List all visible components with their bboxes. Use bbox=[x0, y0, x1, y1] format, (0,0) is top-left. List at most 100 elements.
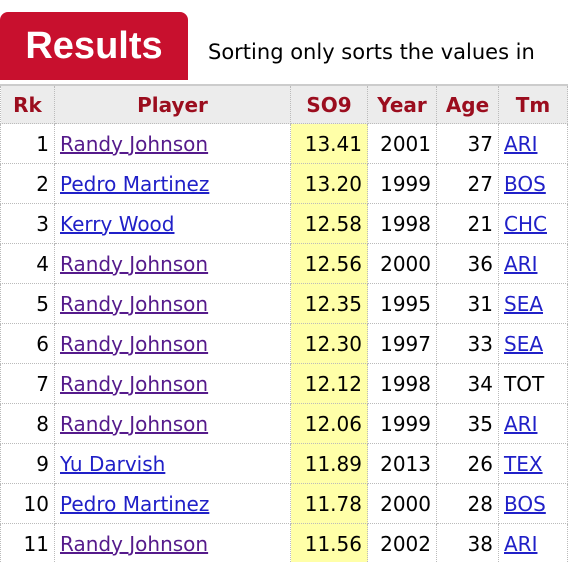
cell: 1995 bbox=[367, 283, 437, 324]
cell-text: 35 bbox=[467, 411, 493, 436]
cell: 11.78 bbox=[290, 483, 368, 524]
cell-text: 8 bbox=[36, 411, 49, 436]
column-header[interactable]: SO9 bbox=[290, 84, 368, 124]
cell-text: 1995 bbox=[380, 291, 431, 316]
cell: CHC bbox=[498, 203, 568, 244]
cell: 37 bbox=[436, 123, 499, 164]
cell: 1998 bbox=[367, 363, 437, 404]
cell: TOT bbox=[498, 363, 568, 404]
cell-text: 2002 bbox=[380, 531, 431, 556]
cell-text: 12.35 bbox=[304, 291, 362, 316]
player-link[interactable]: Pedro Martinez bbox=[60, 171, 210, 196]
cell: Randy Johnson bbox=[54, 323, 291, 364]
team-link[interactable]: BOS bbox=[504, 491, 546, 516]
cell: BOS bbox=[498, 163, 568, 204]
team-link[interactable]: TEX bbox=[504, 451, 543, 476]
cell: 5 bbox=[0, 283, 55, 324]
team-link[interactable]: SEA bbox=[504, 291, 544, 316]
cell: 31 bbox=[436, 283, 499, 324]
player-link[interactable]: Randy Johnson bbox=[60, 371, 209, 396]
column-header[interactable]: Player bbox=[54, 84, 291, 124]
column-header[interactable]: Tm bbox=[498, 84, 568, 124]
cell-text: 10 bbox=[23, 491, 49, 516]
cell: 12.06 bbox=[290, 403, 368, 444]
player-link[interactable]: Randy Johnson bbox=[60, 411, 209, 436]
cell: 2 bbox=[0, 163, 55, 204]
cell-text: 2000 bbox=[380, 251, 431, 276]
table-row: 2 Pedro Martinez 13.20 1999 27 BOS bbox=[0, 163, 568, 204]
cell-text: 11.56 bbox=[304, 531, 362, 556]
team-link[interactable]: SEA bbox=[504, 331, 544, 356]
cell: 2002 bbox=[367, 523, 437, 562]
cell: Randy Johnson bbox=[54, 523, 291, 562]
table-row: 5 Randy Johnson 12.35 1995 31 SEA bbox=[0, 283, 568, 324]
cell: 6 bbox=[0, 323, 55, 364]
cell: 28 bbox=[436, 483, 499, 524]
table-row: 6 Randy Johnson 12.30 1997 33 SEA bbox=[0, 323, 568, 364]
cell: 12.12 bbox=[290, 363, 368, 404]
cell-text: TOT bbox=[504, 371, 545, 396]
cell: TEX bbox=[498, 443, 568, 484]
cell: ARI bbox=[498, 403, 568, 444]
results-tab: Results bbox=[0, 12, 188, 80]
cell-text: 27 bbox=[467, 171, 493, 196]
cell-text: 28 bbox=[467, 491, 493, 516]
cell: 12.30 bbox=[290, 323, 368, 364]
team-link[interactable]: ARI bbox=[504, 411, 538, 436]
team-link[interactable]: ARI bbox=[504, 251, 538, 276]
cell: 35 bbox=[436, 403, 499, 444]
team-link[interactable]: ARI bbox=[504, 131, 538, 156]
cell-text: 2000 bbox=[380, 491, 431, 516]
cell-text: 3 bbox=[36, 211, 49, 236]
cell-text: 1998 bbox=[380, 211, 431, 236]
cell: Pedro Martinez bbox=[54, 163, 291, 204]
cell-text: 1997 bbox=[380, 331, 431, 356]
cell: 33 bbox=[436, 323, 499, 364]
player-link[interactable]: Randy Johnson bbox=[60, 251, 209, 276]
player-link[interactable]: Randy Johnson bbox=[60, 291, 209, 316]
cell: Randy Johnson bbox=[54, 363, 291, 404]
cell: 11 bbox=[0, 523, 55, 562]
cell-text: 38 bbox=[467, 531, 493, 556]
cell-text: 13.20 bbox=[304, 171, 362, 196]
player-link[interactable]: Randy Johnson bbox=[60, 331, 209, 356]
player-link[interactable]: Yu Darvish bbox=[60, 451, 166, 476]
player-link[interactable]: Randy Johnson bbox=[60, 531, 209, 556]
table-row: 4 Randy Johnson 12.56 2000 36 ARI bbox=[0, 243, 568, 284]
cell: ARI bbox=[498, 243, 568, 284]
cell-text: 37 bbox=[467, 131, 493, 156]
cell: 2001 bbox=[367, 123, 437, 164]
player-link[interactable]: Pedro Martinez bbox=[60, 491, 210, 516]
cell: 21 bbox=[436, 203, 499, 244]
cell: ARI bbox=[498, 123, 568, 164]
team-link[interactable]: ARI bbox=[504, 531, 538, 556]
cell-text: 6 bbox=[36, 331, 49, 356]
cell-text: 12.56 bbox=[304, 251, 362, 276]
player-link[interactable]: Kerry Wood bbox=[60, 211, 175, 236]
cell: 11.56 bbox=[290, 523, 368, 562]
cell-text: 12.30 bbox=[304, 331, 362, 356]
cell: 1997 bbox=[367, 323, 437, 364]
cell: 2013 bbox=[367, 443, 437, 484]
cell: 7 bbox=[0, 363, 55, 404]
cell: 12.56 bbox=[290, 243, 368, 284]
cell-text: 1999 bbox=[380, 411, 431, 436]
column-header[interactable]: Year bbox=[367, 84, 437, 124]
cell: ARI bbox=[498, 523, 568, 562]
cell: 2000 bbox=[367, 483, 437, 524]
table-row: 8 Randy Johnson 12.06 1999 35 ARI bbox=[0, 403, 568, 444]
cell-text: 26 bbox=[467, 451, 493, 476]
cell-text: 12.58 bbox=[304, 211, 362, 236]
team-link[interactable]: BOS bbox=[504, 171, 546, 196]
cell-text: 2001 bbox=[380, 131, 431, 156]
cell: SEA bbox=[498, 283, 568, 324]
team-link[interactable]: CHC bbox=[504, 211, 547, 236]
cell: Yu Darvish bbox=[54, 443, 291, 484]
cell-text: 33 bbox=[467, 331, 493, 356]
column-header[interactable]: Rk bbox=[0, 84, 55, 124]
player-link[interactable]: Randy Johnson bbox=[60, 131, 209, 156]
cell-text: 1999 bbox=[380, 171, 431, 196]
column-header[interactable]: Age bbox=[436, 84, 499, 124]
cell: 13.20 bbox=[290, 163, 368, 204]
